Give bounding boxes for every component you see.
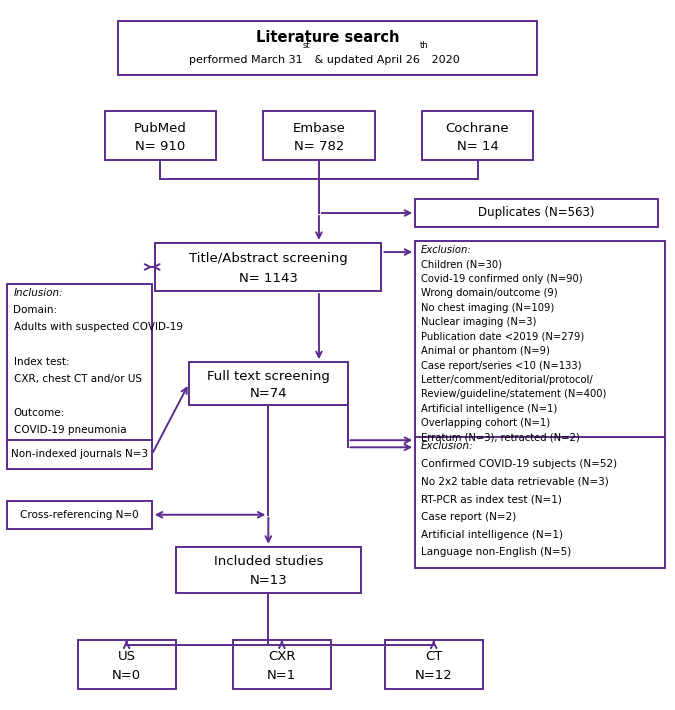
Bar [118, 21, 537, 75]
Text: N= 1143: N= 1143 [239, 271, 298, 285]
Text: N= 782: N= 782 [294, 140, 344, 153]
Text: N=12: N=12 [415, 669, 452, 682]
Bar [422, 111, 533, 160]
Text: Children (N=30): Children (N=30) [421, 259, 502, 269]
Text: Adults with suspected COVID-19: Adults with suspected COVID-19 [14, 322, 182, 332]
Text: Wrong domain/outcome (9): Wrong domain/outcome (9) [421, 288, 557, 298]
Text: Nuclear imaging (N=3): Nuclear imaging (N=3) [421, 317, 536, 327]
Text: No chest imaging (N=109): No chest imaging (N=109) [421, 302, 554, 312]
Text: Case report/series <10 (N=133): Case report/series <10 (N=133) [421, 361, 581, 371]
Bar [415, 199, 658, 227]
Bar [415, 437, 665, 568]
Text: Erratum (N=3), retracted (N=2): Erratum (N=3), retracted (N=2) [421, 433, 579, 443]
Text: N= 14: N= 14 [456, 140, 499, 153]
Text: st: st [303, 41, 310, 50]
Text: 2020: 2020 [428, 55, 460, 65]
Bar [105, 111, 216, 160]
Bar [415, 241, 665, 451]
Text: No 2x2 table data retrievable (N=3): No 2x2 table data retrievable (N=3) [421, 476, 608, 486]
Text: Cochrane: Cochrane [446, 122, 510, 135]
Text: Title/Abstract screening: Title/Abstract screening [189, 252, 348, 266]
Text: Confirmed COVID-19 subjects (N=52): Confirmed COVID-19 subjects (N=52) [421, 459, 617, 469]
Text: th: th [420, 41, 428, 50]
Text: N= 910: N= 910 [135, 140, 186, 153]
Bar [263, 111, 375, 160]
Text: Literature search: Literature search [256, 30, 399, 45]
Text: N=0: N=0 [112, 669, 141, 682]
Text: & updated April 26: & updated April 26 [310, 55, 420, 65]
Text: N=74: N=74 [250, 387, 287, 400]
Text: Non-indexed journals N=3: Non-indexed journals N=3 [11, 449, 148, 459]
Text: Duplicates (N=563): Duplicates (N=563) [479, 207, 595, 219]
Bar [78, 640, 176, 689]
Bar [7, 501, 152, 529]
Text: Review/guideline/statement (N=400): Review/guideline/statement (N=400) [421, 390, 606, 400]
Text: US: US [117, 650, 136, 663]
Text: CT: CT [425, 650, 442, 663]
Text: Overlapping cohort (N=1): Overlapping cohort (N=1) [421, 418, 549, 428]
Text: N=1: N=1 [267, 669, 296, 682]
Bar [233, 640, 331, 689]
Text: Case report (N=2): Case report (N=2) [421, 512, 516, 522]
Text: Letter/comment/editorial/protocol/: Letter/comment/editorial/protocol/ [421, 375, 592, 385]
Text: RT-PCR as index test (N=1): RT-PCR as index test (N=1) [421, 494, 562, 504]
Text: PubMed: PubMed [134, 122, 187, 135]
Text: Artificial intelligence (N=1): Artificial intelligence (N=1) [421, 530, 562, 540]
Bar [176, 547, 361, 593]
Bar [7, 440, 152, 469]
Bar [189, 362, 348, 405]
Text: Embase: Embase [292, 122, 346, 135]
Text: Animal or phantom (N=9): Animal or phantom (N=9) [421, 346, 549, 356]
Text: Covid-19 confirmed only (N=90): Covid-19 confirmed only (N=90) [421, 274, 582, 284]
Text: Exclusion:: Exclusion: [421, 245, 471, 255]
Text: performed March 31: performed March 31 [190, 55, 303, 65]
Text: Exclusion:: Exclusion: [421, 441, 473, 451]
Text: CXR: CXR [268, 650, 296, 663]
Text: Inclusion:: Inclusion: [14, 288, 63, 298]
Bar [385, 640, 483, 689]
Bar [7, 284, 152, 447]
Text: Cross-referencing N=0: Cross-referencing N=0 [20, 510, 138, 520]
Text: Language non-English (N=5): Language non-English (N=5) [421, 547, 571, 557]
Text: Outcome:: Outcome: [14, 408, 65, 418]
Text: CXR, chest CT and/or US: CXR, chest CT and/or US [14, 374, 142, 384]
Text: N=13: N=13 [250, 574, 287, 587]
Text: Included studies: Included studies [213, 555, 323, 569]
Text: Full text screening: Full text screening [207, 370, 330, 383]
Text: COVID-19 pneumonia: COVID-19 pneumonia [14, 425, 126, 435]
Bar [155, 243, 381, 291]
Text: Domain:: Domain: [14, 305, 57, 315]
Text: Artificial intelligence (N=1): Artificial intelligence (N=1) [421, 404, 557, 414]
Text: Publication date <2019 (N=279): Publication date <2019 (N=279) [421, 332, 584, 342]
Text: Index test:: Index test: [14, 356, 69, 366]
